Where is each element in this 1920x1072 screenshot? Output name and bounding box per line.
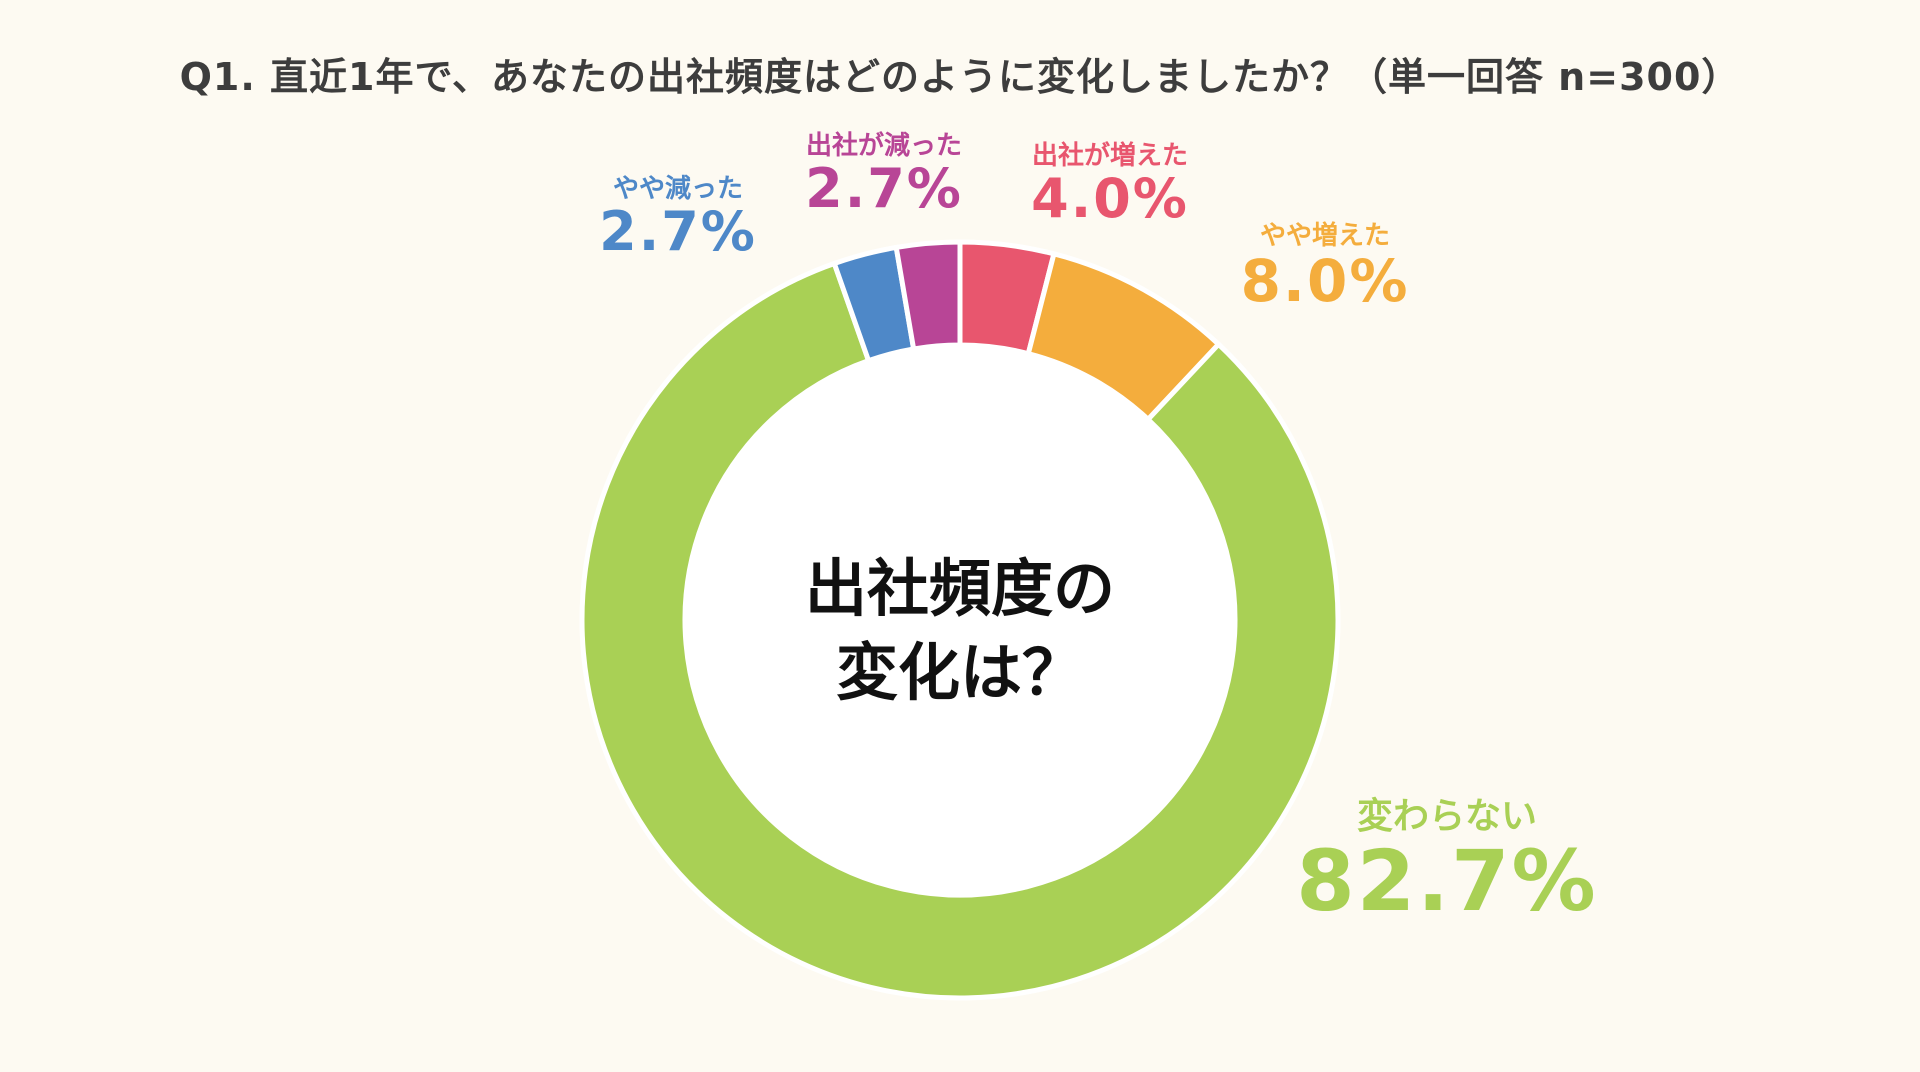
chart-title: Q1. 直近1年で、あなたの出社頻度はどのように変化しましたか？（単一回答 n=… bbox=[179, 55, 1741, 99]
slice-label-name: 出社が減った bbox=[805, 131, 963, 161]
donut-hole bbox=[687, 347, 1233, 893]
slice-label-4: 出社が減った 2.7% bbox=[805, 132, 963, 217]
slice-label-3: やや減った 2.7% bbox=[599, 175, 757, 260]
donut-slice-2 bbox=[579, 260, 1341, 1001]
center-label-line1: 出社頻度の bbox=[804, 552, 1115, 625]
slice-label-0: 出社が増えた 4.0% bbox=[1031, 142, 1189, 227]
slice-label-1: やや増えた 8.0% bbox=[1241, 222, 1410, 311]
donut-slices bbox=[579, 239, 1341, 1001]
slice-label-value: 82.7% bbox=[1296, 831, 1598, 930]
slice-label-value: 4.0% bbox=[1031, 166, 1189, 230]
slice-label-value: 2.7% bbox=[805, 156, 963, 220]
slice-label-value: 8.0% bbox=[1240, 246, 1410, 315]
slice-label-value: 2.7% bbox=[599, 199, 757, 263]
donut-slice-4 bbox=[893, 239, 963, 352]
slice-label-name: 出社が増えた bbox=[1031, 141, 1189, 171]
slice-label-2: 変わらない 82.7% bbox=[1296, 797, 1597, 925]
slice-label-name: 変わらない bbox=[1356, 796, 1538, 837]
slice-label-name: やや減った bbox=[612, 174, 744, 204]
center-label-line2: 変化は？ bbox=[835, 636, 1084, 709]
slice-label-name: やや増えた bbox=[1259, 221, 1391, 251]
